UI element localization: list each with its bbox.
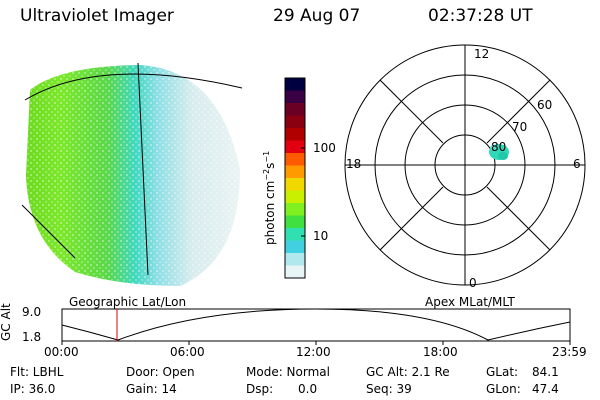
gain-readout: Gain: 14 [126,382,177,396]
time-label: 02:37:28 UT [428,6,533,26]
door-readout: Door: Open [126,365,195,379]
filter-readout: Flt: LBHL [10,365,64,379]
ip-readout: IP: 36.0 [10,382,56,396]
glon-label: GLon: [486,382,521,396]
mode-readout: Mode: Normal [246,365,330,379]
colorbar-segment [285,153,305,166]
polar-label-80: 80 [491,140,507,154]
colorbar-segment [285,103,305,116]
polar-diagonal-1 [379,79,444,144]
polar-label-12: 12 [474,47,490,61]
polar-label-0: 0 [469,276,477,290]
colorbar-segment [285,265,305,279]
dsp-label: Dsp: [246,382,274,396]
seq-readout: Seq: 39 [366,382,412,396]
colorbar-segment [285,240,305,254]
timeline-ytick-bottom: 1.8 [22,330,42,344]
polar-label-6: 6 [573,157,581,171]
polar-label-60: 60 [537,98,553,112]
timeline-xtick-2359: 23:59 [552,345,587,359]
dsp-value: 0.0 [298,382,318,396]
glat-value: 84.1 [532,365,559,379]
colorbar-segment [285,228,305,241]
timeline-frame [61,308,571,342]
colorbar-segment [285,178,305,191]
timeline-right-title: Apex MLat/MLT [425,295,515,309]
timeline-xtick-0600: 06:00 [170,345,205,359]
colorbar-tick-100: 100 [313,141,336,155]
polar-diagonal-4 [379,186,444,251]
timeline-xtick-0000: 00:00 [44,345,79,359]
colorbar-segment [285,115,305,129]
limb-arc-left [21,204,76,259]
polar-diagonal-3 [486,79,551,144]
colorbar-segment [285,215,305,229]
colorbar-segment [285,78,305,91]
colorbar-segment [285,190,305,204]
imager-title: Ultraviolet Imager [20,6,174,26]
altitude-curve [61,308,571,341]
colorbar-segment [285,253,305,266]
colorbar-tick-10: 10 [313,229,329,243]
polar-label-18: 18 [346,157,362,171]
terminator-line [137,62,149,276]
polar-diagonal-2 [486,186,551,251]
polar-aurora-blob [489,144,509,160]
polar-label-70: 70 [512,120,528,134]
colorbar-segment [285,165,305,179]
glon-value: 47.4 [532,382,559,396]
limb-arc-top [24,73,243,101]
glat-label: GLat: [486,365,519,379]
colorbar-segment [285,128,305,141]
gc-alt-readout: GC Alt: 2.1 Re [366,365,450,379]
timeline-ytick-top: 9.0 [22,305,42,319]
colorbar-segment [285,90,305,104]
colorbar-frame [284,77,306,279]
colorbar-segment [285,140,305,154]
timeline-left-title: Geographic Lat/Lon [69,295,187,309]
colorbar-segment [285,203,305,216]
timeline-xtick-1800: 18:00 [423,345,458,359]
timeline-xtick-1200: 12:00 [296,345,331,359]
date-label: 29 Aug 07 [273,6,361,26]
colorbar [284,77,306,279]
